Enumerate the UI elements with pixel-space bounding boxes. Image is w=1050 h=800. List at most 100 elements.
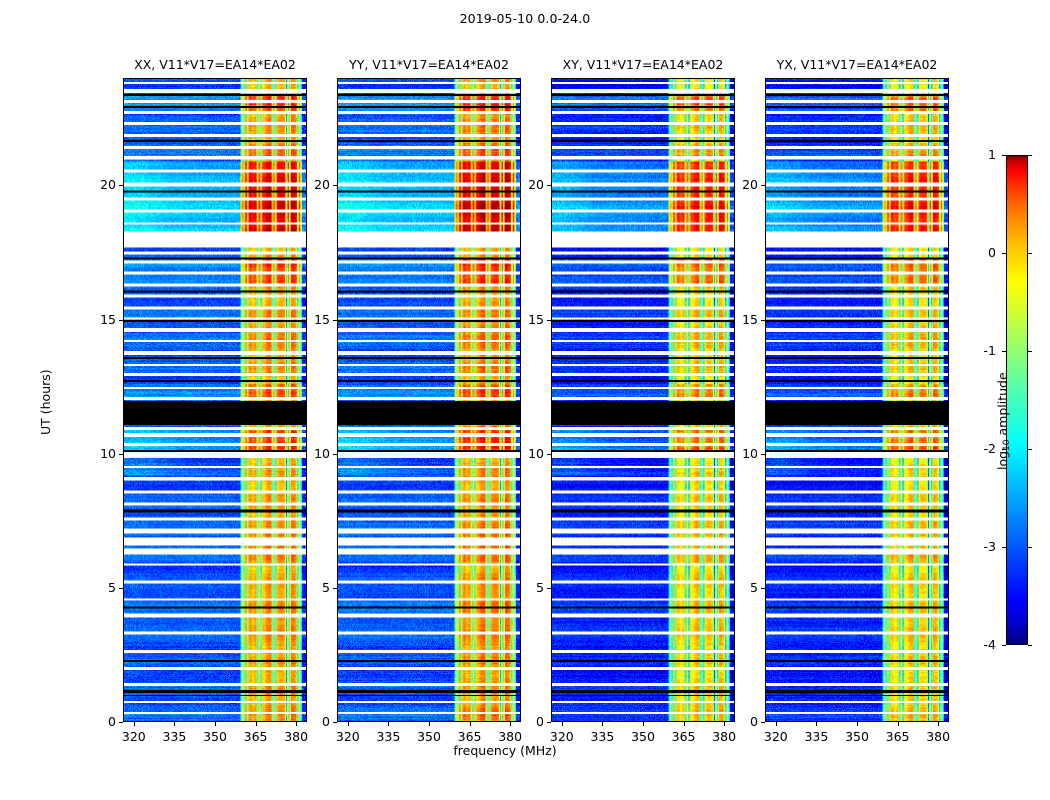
- y-tick-label: 0: [536, 714, 544, 729]
- x-tick-label: 350: [631, 729, 655, 744]
- x-tick-mark: [643, 722, 644, 726]
- waterfall-image-yy: [338, 79, 520, 721]
- colorbar-tick-mark: [1028, 155, 1032, 156]
- y-tick-mark: [333, 587, 337, 589]
- x-tick-label: 380: [926, 729, 951, 744]
- x-tick-mark: [561, 722, 563, 726]
- y-tick-label: 15: [742, 311, 758, 327]
- colorbar-tick-mark-inner: [1002, 351, 1006, 352]
- colorbar-tick-mark: [1028, 351, 1032, 352]
- y-tick-mark: [761, 453, 765, 455]
- x-tick-mark: [510, 722, 512, 726]
- x-tick-label: 350: [845, 729, 869, 744]
- waterfall-image-xy: [552, 79, 734, 721]
- waterfall-image-yx: [766, 79, 948, 721]
- colorbar-tick-label: -2: [983, 441, 996, 456]
- y-tick-mark: [761, 587, 765, 589]
- y-tick-label: 20: [314, 177, 330, 193]
- panel-title-xy: XY, V11*V17=EA14*EA02: [562, 57, 724, 72]
- x-tick-label: 335: [804, 729, 829, 744]
- waterfall-panel-yx[interactable]: [765, 78, 949, 722]
- y-tick-mark: [333, 319, 337, 321]
- x-tick-mark: [133, 722, 135, 726]
- y-tick-mark: [119, 722, 123, 723]
- colorbar-tick-mark: [1028, 253, 1032, 254]
- waterfall-panel-xx[interactable]: [123, 78, 307, 722]
- x-tick-label: 350: [203, 729, 227, 744]
- x-tick-label: 320: [335, 729, 360, 744]
- x-tick-label: 335: [376, 729, 401, 744]
- y-tick-label: 10: [314, 445, 330, 461]
- y-tick-label: 15: [314, 311, 330, 327]
- y-tick-mark: [119, 319, 123, 321]
- colorbar-tick-label: -3: [983, 539, 996, 554]
- y-tick-label: 5: [536, 579, 544, 595]
- x-tick-mark: [174, 722, 176, 726]
- y-tick-mark: [333, 722, 337, 723]
- y-tick-label: 15: [100, 311, 116, 327]
- colorbar-tick-mark-inner: [1002, 547, 1006, 548]
- x-tick-label: 320: [121, 729, 146, 744]
- y-tick-label: 0: [750, 714, 758, 729]
- panel-title-yy: YY, V11*V17=EA14*EA02: [349, 57, 509, 72]
- colorbar-tick-mark: [1028, 449, 1032, 450]
- y-tick-label: 20: [742, 177, 758, 193]
- y-tick-label: 20: [100, 177, 116, 193]
- x-tick-mark: [215, 722, 216, 726]
- y-tick-mark: [547, 722, 551, 723]
- y-tick-mark: [761, 185, 765, 187]
- x-tick-label: 320: [549, 729, 574, 744]
- y-axis-label: UT (hours): [38, 369, 53, 435]
- y-tick-label: 5: [108, 579, 116, 595]
- y-tick-label: 5: [322, 579, 330, 595]
- x-tick-label: 380: [284, 729, 309, 744]
- y-tick-label: 10: [100, 445, 116, 461]
- waterfall-image-xx: [124, 79, 306, 721]
- y-tick-label: 10: [528, 445, 544, 461]
- x-tick-mark: [938, 722, 940, 726]
- colorbar-tick-mark: [1028, 645, 1032, 646]
- x-tick-label: 380: [712, 729, 737, 744]
- x-tick-mark: [897, 722, 899, 726]
- x-tick-label: 365: [457, 729, 482, 744]
- x-tick-mark: [347, 722, 349, 726]
- x-tick-label: 365: [885, 729, 910, 744]
- y-tick-mark: [547, 319, 551, 321]
- x-tick-mark: [683, 722, 685, 726]
- panel-title-yx: YX, V11*V17=EA14*EA02: [776, 57, 938, 72]
- figure-suptitle: 2019-05-10 0.0-24.0: [459, 11, 591, 26]
- x-tick-label: 365: [243, 729, 268, 744]
- colorbar-tick-label: 1: [988, 147, 996, 162]
- x-tick-label: 320: [763, 729, 788, 744]
- waterfall-panel-xy[interactable]: [551, 78, 735, 722]
- colorbar[interactable]: [1006, 155, 1028, 645]
- y-tick-mark: [119, 185, 123, 187]
- y-tick-mark: [333, 185, 337, 187]
- colorbar-tick-mark-inner: [1002, 155, 1006, 156]
- waterfall-panel-yy[interactable]: [337, 78, 521, 722]
- x-tick-mark: [602, 722, 604, 726]
- x-tick-mark: [255, 722, 257, 726]
- y-tick-mark: [547, 587, 551, 589]
- y-tick-mark: [761, 319, 765, 321]
- y-tick-mark: [761, 722, 765, 723]
- x-tick-mark: [296, 722, 298, 726]
- x-tick-label: 335: [162, 729, 187, 744]
- y-tick-label: 0: [322, 714, 330, 729]
- x-axis-label: frequency (MHz): [453, 743, 557, 758]
- x-tick-mark: [469, 722, 471, 726]
- x-tick-mark: [724, 722, 726, 726]
- y-tick-mark: [119, 587, 123, 589]
- y-tick-label: 0: [108, 714, 116, 729]
- y-tick-mark: [333, 453, 337, 455]
- y-tick-label: 20: [528, 177, 544, 193]
- colorbar-tick-mark-inner: [1002, 449, 1006, 450]
- x-tick-mark: [388, 722, 390, 726]
- colorbar-tick-label: 0: [988, 245, 996, 260]
- y-tick-label: 5: [750, 579, 758, 595]
- panel-title-xx: XX, V11*V17=EA14*EA02: [134, 57, 296, 72]
- x-tick-label: 380: [498, 729, 523, 744]
- colorbar-tick-label: -4: [983, 637, 996, 652]
- y-tick-mark: [119, 453, 123, 455]
